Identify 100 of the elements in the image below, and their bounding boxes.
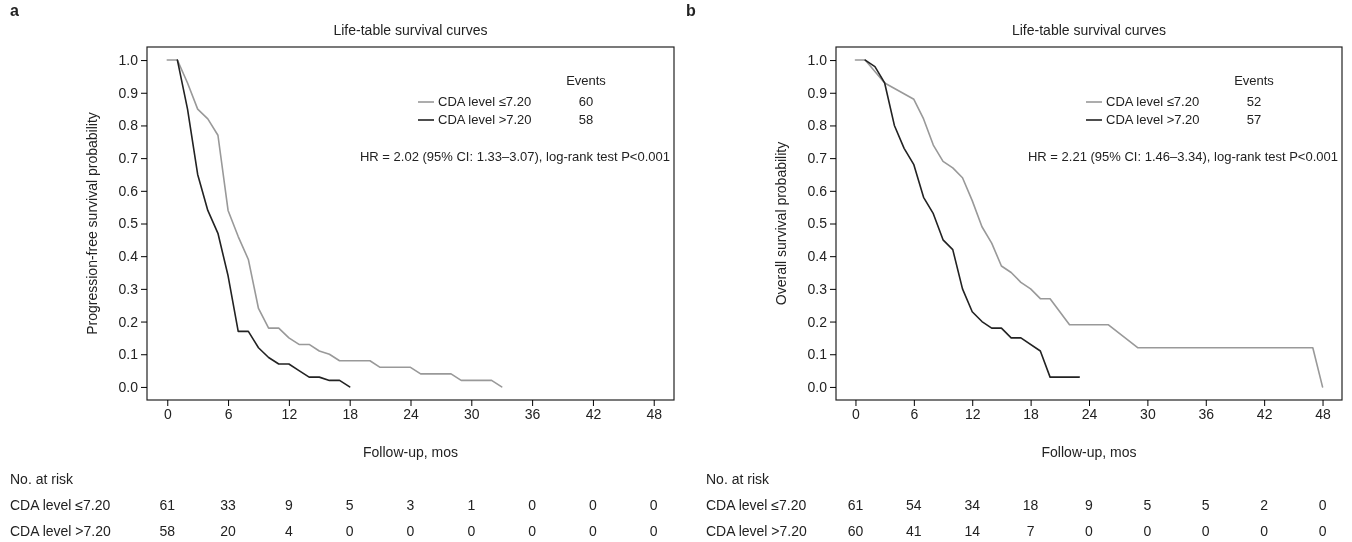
text: 20: [220, 523, 237, 539]
x-tick-label: 12: [964, 405, 981, 422]
legend-title: Events: [566, 73, 607, 88]
text: 4: [284, 523, 293, 539]
text: 0: [589, 523, 598, 539]
text: 0: [1318, 497, 1327, 513]
y-tick-label: 0.6: [118, 182, 139, 199]
x-tick-label: 24: [1081, 405, 1098, 422]
y-tick-label: 0.8: [118, 117, 139, 134]
x-tick-label: 30: [1140, 405, 1156, 422]
text: 0: [1318, 523, 1327, 539]
y-axis-title: Overall survival probability: [773, 141, 789, 306]
text: 9: [284, 497, 293, 513]
x-tick-label: 36: [524, 405, 541, 422]
annotation: 60: [578, 94, 594, 109]
legend-label: CDA level >7.20: [438, 112, 532, 127]
y-axis-title: Progression-free survival probability: [84, 112, 100, 335]
y-tick-label: 0.3: [118, 280, 139, 297]
annotation: 58: [578, 112, 594, 127]
x-tick-label: 48: [1315, 405, 1332, 422]
text: No. at risk: [10, 471, 75, 487]
text: 0: [1260, 523, 1269, 539]
y-tick-label: 0.9: [807, 84, 828, 101]
y-tick-label: 0.4: [118, 248, 139, 265]
x-axis-title: Follow-up, mos: [363, 444, 458, 460]
y-tick-label: 0.9: [118, 84, 139, 101]
legend-label: CDA level ≤7.20: [438, 94, 532, 109]
legend-label: CDA level >7.20: [1106, 112, 1200, 127]
text: 5: [1143, 497, 1152, 513]
y-tick-label: 0.0: [807, 378, 828, 395]
y-tick-label: 0.3: [807, 280, 828, 297]
text: CDA level >7.20: [10, 523, 111, 539]
annotation: HR = 2.21 (95% CI: 1.46–3.34), log-rank test P<0.001: [1027, 149, 1338, 164]
text: 54: [906, 497, 922, 513]
x-tick-label: 30: [464, 405, 480, 422]
text: 2: [1260, 497, 1269, 513]
x-axis-title: Follow-up, mos: [1041, 444, 1137, 460]
y-tick-label: 0.8: [807, 117, 828, 134]
text: b: [686, 2, 696, 19]
annotation: 52: [1246, 94, 1262, 109]
text: No. at risk: [706, 471, 771, 487]
text: 0: [528, 523, 537, 539]
y-tick-label: 1.0: [118, 52, 139, 69]
chart-title: Life-table survival curves: [333, 22, 488, 38]
text: 9: [1085, 497, 1094, 513]
y-tick-label: 0.5: [118, 215, 139, 232]
line-series: [176, 59, 351, 388]
text: CDA level >7.20: [706, 523, 807, 539]
x-tick-label: 0: [852, 405, 861, 422]
text: 0: [1201, 523, 1210, 539]
text: 0: [649, 523, 658, 539]
text: 0: [528, 497, 537, 513]
text: 0: [406, 523, 415, 539]
text: 58: [159, 523, 176, 539]
text: 34: [964, 497, 981, 513]
x-tick-label: 6: [910, 405, 919, 422]
x-tick-label: 42: [585, 405, 602, 422]
y-tick-label: 0.6: [807, 182, 828, 199]
y-tick-label: 0.7: [118, 150, 139, 167]
y-tick-label: 0.0: [118, 378, 139, 395]
text: 1: [467, 497, 476, 513]
y-tick-label: 0.2: [807, 313, 828, 330]
text: a: [10, 2, 19, 19]
text: 0: [589, 497, 598, 513]
x-tick-label: 36: [1198, 405, 1215, 422]
text: 18: [1022, 497, 1039, 513]
x-tick-label: 18: [342, 405, 359, 422]
y-tick-label: 0.1: [807, 346, 828, 363]
y-tick-label: 0.7: [807, 150, 828, 167]
text: 7: [1026, 523, 1035, 539]
annotation: HR = 2.02 (95% CI: 1.33–3.07), log-rank test P<0.001: [359, 149, 670, 164]
text: 0: [649, 497, 658, 513]
text: 0: [467, 523, 476, 539]
y-tick-label: 0.5: [807, 215, 828, 232]
x-tick-label: 6: [224, 405, 233, 422]
y-tick-label: 0.2: [118, 313, 139, 330]
y-tick-label: 0.1: [118, 346, 139, 363]
text: 3: [406, 497, 415, 513]
x-tick-label: 18: [1023, 405, 1040, 422]
text: 14: [964, 523, 981, 539]
text: 0: [1085, 523, 1094, 539]
legend-label: CDA level ≤7.20: [1106, 94, 1200, 109]
text: 60: [847, 523, 864, 539]
text: CDA level ≤7.20: [10, 497, 111, 513]
text: 41: [906, 523, 922, 539]
x-tick-label: 48: [646, 405, 663, 422]
text: 33: [220, 497, 237, 513]
x-tick-label: 24: [403, 405, 419, 422]
x-tick-label: 42: [1256, 405, 1273, 422]
text: 5: [1201, 497, 1210, 513]
text: 5: [345, 497, 354, 513]
text: 0: [345, 523, 354, 539]
legend-title: Events: [1234, 73, 1275, 88]
annotation: 57: [1246, 112, 1262, 127]
y-tick-label: 1.0: [807, 52, 828, 69]
x-tick-label: 0: [163, 405, 172, 422]
text: 0: [1143, 523, 1152, 539]
y-tick-label: 0.4: [807, 248, 828, 265]
text: CDA level ≤7.20: [706, 497, 807, 513]
chart-title: Life-table survival curves: [1011, 22, 1167, 38]
